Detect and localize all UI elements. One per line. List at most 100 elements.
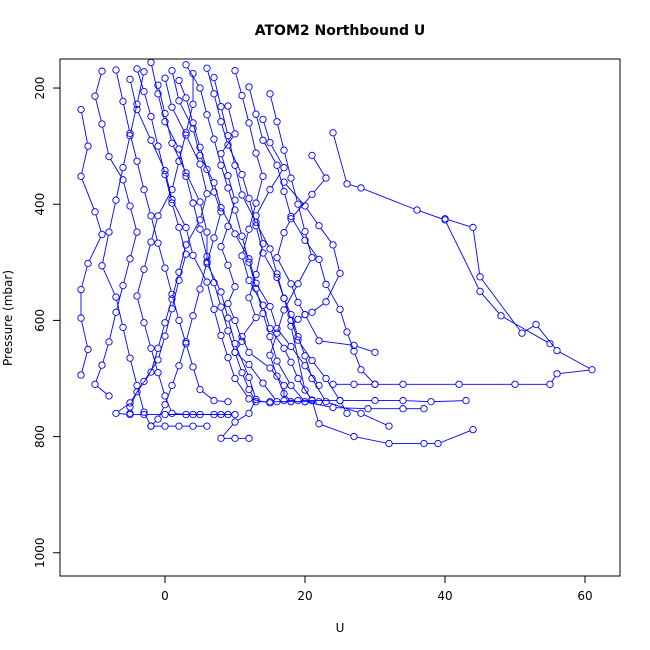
y-tick-label: 600	[33, 309, 47, 332]
data-point	[413, 206, 421, 214]
data-point	[161, 118, 169, 126]
series-segment	[200, 167, 207, 191]
series-segment	[123, 330, 130, 356]
series-segment	[263, 316, 270, 334]
data-point	[308, 396, 316, 405]
data-point	[231, 283, 239, 291]
series-segment	[340, 312, 347, 330]
series-segment	[284, 153, 291, 176]
series-segment	[236, 380, 248, 397]
series-segment	[305, 234, 312, 255]
data-point	[329, 241, 337, 249]
series-segment	[173, 202, 185, 225]
data-point	[343, 409, 351, 417]
data-point	[245, 373, 253, 381]
series-segment	[81, 112, 88, 144]
data-point	[294, 396, 302, 405]
data-point	[98, 67, 106, 75]
series-segment	[252, 398, 267, 403]
data-point	[294, 336, 302, 344]
series-segment	[137, 388, 144, 410]
data-point	[147, 212, 155, 220]
data-point	[287, 174, 295, 182]
data-point	[147, 344, 155, 352]
data-point	[350, 380, 358, 388]
data-point	[161, 109, 169, 118]
series-segment	[277, 378, 284, 391]
data-point	[140, 410, 148, 419]
profile-series	[77, 105, 106, 379]
series-segment	[186, 107, 193, 130]
data-point	[245, 255, 253, 263]
data-point	[133, 100, 141, 108]
data-point	[294, 315, 302, 323]
profile-series	[147, 59, 323, 406]
data-point	[126, 354, 134, 362]
data-point	[252, 398, 260, 406]
data-point	[252, 313, 260, 322]
series-segment	[263, 122, 270, 140]
data-point	[210, 278, 218, 287]
data-point	[168, 66, 176, 75]
data-point	[217, 208, 225, 216]
series-segment	[250, 402, 255, 411]
data-point	[336, 305, 344, 314]
data-point	[252, 110, 260, 118]
series-segment	[130, 235, 137, 256]
data-point	[273, 372, 281, 380]
data-point	[252, 279, 260, 287]
data-point	[266, 90, 274, 98]
series-segment	[186, 137, 200, 162]
series-segment	[165, 301, 172, 320]
data-point	[91, 92, 99, 100]
series-segment	[217, 400, 225, 402]
series-segment	[306, 317, 318, 339]
data-point	[119, 176, 127, 184]
series-segment	[151, 143, 165, 168]
data-point	[154, 369, 162, 377]
series-segment	[186, 318, 193, 339]
series-segment	[249, 261, 256, 281]
data-point	[280, 178, 288, 186]
series-segment	[264, 385, 276, 400]
series-segment	[102, 268, 116, 295]
data-point	[266, 324, 274, 333]
data-point	[175, 276, 183, 284]
data-point	[497, 312, 505, 320]
data-point	[287, 280, 295, 288]
data-point	[350, 341, 358, 350]
data-point	[231, 66, 239, 75]
data-point	[168, 139, 176, 147]
series-segment	[235, 323, 242, 339]
series-segment	[193, 131, 200, 153]
data-point	[266, 364, 274, 372]
data-point	[287, 212, 295, 221]
series-segment	[473, 230, 480, 274]
profile-series	[238, 115, 470, 406]
series-segment	[270, 358, 277, 374]
series-segment	[249, 380, 256, 397]
data-point	[112, 308, 120, 316]
series-segment	[270, 96, 277, 119]
series-segment	[137, 164, 144, 187]
data-point	[189, 312, 197, 320]
data-point	[105, 338, 113, 346]
series-segment	[130, 136, 137, 159]
data-point	[259, 240, 267, 248]
data-point	[161, 319, 169, 327]
data-point	[280, 229, 288, 237]
data-point	[231, 130, 239, 138]
series-segment	[363, 188, 415, 210]
data-point	[399, 405, 407, 413]
profile-series	[98, 68, 211, 430]
series-segment	[130, 208, 137, 230]
data-point	[322, 174, 330, 182]
data-point	[147, 112, 155, 121]
series-segment	[242, 375, 249, 387]
series-segment	[291, 329, 305, 388]
data-point	[182, 250, 190, 258]
series-segment	[158, 375, 165, 393]
series-segment	[235, 73, 242, 93]
data-point	[273, 161, 281, 169]
data-point	[182, 61, 190, 69]
